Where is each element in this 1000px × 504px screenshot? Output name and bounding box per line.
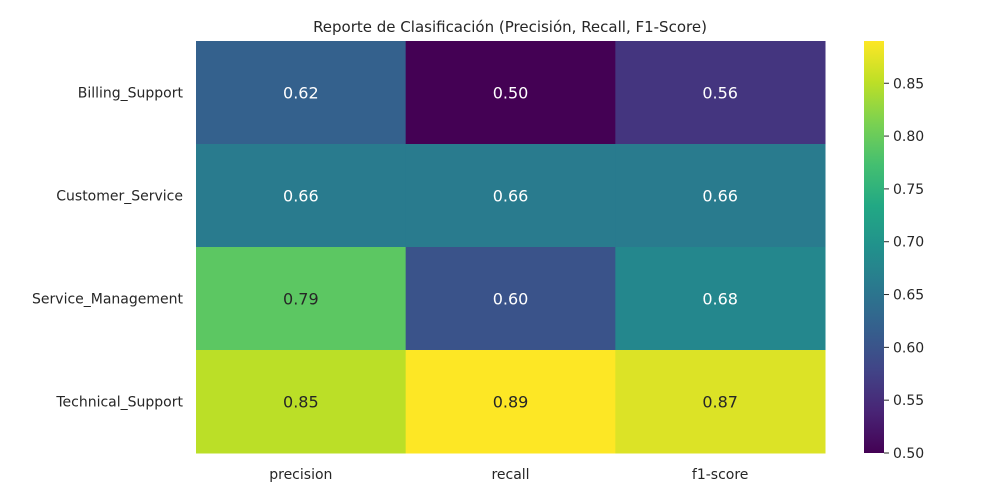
cell-value-label: 0.60 (493, 290, 529, 309)
column-label: precision (269, 467, 332, 483)
heatmap-cell-technical-support-precision (196, 350, 407, 454)
chart-title: Reporte de Clasificación (Precisión, Rec… (313, 18, 707, 36)
column-label: recall (491, 467, 529, 483)
row-label: Technical_Support (55, 395, 183, 411)
heatmap-cell-billing-support-recall (405, 41, 616, 145)
heatmap-cells: 0.62 0.50 0.56 0.66 0.66 0.66 0.79 0.60 0.68 0.85… (196, 41, 826, 454)
heatmap-cell-technical-support-f1-score (615, 350, 826, 454)
cell-value-label: 0.68 (702, 290, 738, 309)
heatmap-cell-customer-service-recall (405, 144, 616, 248)
row-label: Customer_Service (56, 189, 183, 205)
cell-value-label: 0.66 (283, 187, 319, 206)
colorbar-gradient (864, 41, 884, 453)
axis-labels: Billing_Support Customer_Service Service_M… (32, 86, 748, 484)
colorbar-tick-label: 0.75 (893, 182, 924, 198)
heatmap-cell-service-management-recall (405, 247, 616, 351)
colorbar-tick-label: 0.80 (893, 129, 924, 145)
heatmap-cell-billing-support-f1-score (615, 41, 826, 145)
cell-value-label: 0.56 (702, 84, 738, 103)
cell-value-label: 0.89 (493, 393, 529, 412)
heatmap-cell-customer-service-f1-score (615, 144, 826, 248)
cell-value-label: 0.79 (283, 290, 319, 309)
row-label: Billing_Support (78, 86, 184, 102)
colorbar: 0.50 0.55 0.60 0.65 0.70 0.75 0.80 0.85 (864, 41, 924, 462)
colorbar-tick-label: 0.65 (893, 288, 924, 304)
cell-value-label: 0.87 (702, 393, 738, 412)
cell-value-label: 0.66 (702, 187, 738, 206)
colorbar-tick-label: 0.70 (893, 235, 924, 251)
cell-value-label: 0.62 (283, 84, 319, 103)
heatmap-cell-customer-service-precision (196, 144, 407, 248)
heatmap-cell-technical-support-recall (405, 350, 616, 454)
column-label: f1-score (692, 467, 749, 483)
colorbar-tick-label: 0.55 (893, 393, 924, 409)
colorbar-tick-label: 0.60 (893, 340, 924, 356)
cell-value-label: 0.50 (493, 84, 529, 103)
heatmap-cell-service-management-f1-score (615, 247, 826, 351)
heatmap-cell-service-management-precision (196, 247, 407, 351)
colorbar-tick-label: 0.85 (893, 76, 924, 92)
colorbar-tick-label: 0.50 (893, 446, 924, 462)
heatmap-cell-billing-support-precision (196, 41, 407, 145)
cell-value-label: 0.85 (283, 393, 319, 412)
cell-value-label: 0.66 (493, 187, 529, 206)
row-label: Service_Management (32, 292, 183, 308)
